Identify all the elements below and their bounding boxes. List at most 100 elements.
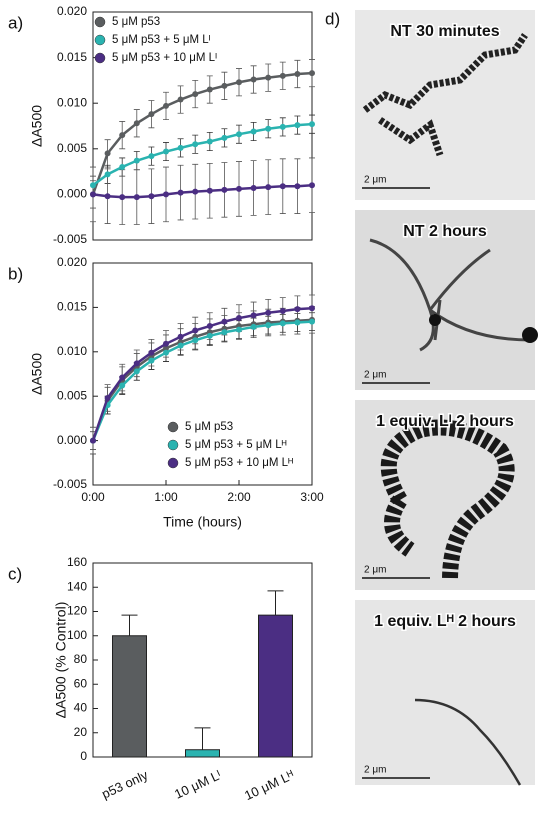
legend-label: 5 μM p53 [185,421,233,433]
data-point [236,79,242,86]
data-point [294,306,301,313]
scale-bar-label: 2 μm [364,565,386,576]
y-axis-label: ΔA500 [29,105,45,147]
data-point [309,121,315,128]
y-tick-label: 0.000 [57,187,87,201]
data-point [250,323,257,330]
image-title: 1 equiv. Lᴵ 2 hours [376,413,514,430]
data-point [104,193,111,200]
data-point [309,182,315,189]
scale-bar-label: 2 μm [364,765,386,776]
data-point [309,305,315,312]
data-point [279,72,286,79]
y-tick-label: 0 [80,749,87,763]
x-tick-label: 10 μM Lᴴ [242,767,297,803]
data-point [119,382,126,389]
data-point [133,368,140,375]
data-point [119,132,126,139]
plot-frame [92,11,313,241]
fiber [414,698,522,786]
tem-image [355,210,535,390]
data-point [221,82,228,89]
data-point [250,312,257,319]
error-bar [194,727,211,750]
data-point [90,191,96,198]
legend-label: 5 μM p53 + 10 μM Lᴵ [112,52,217,64]
data-point [294,122,301,129]
y-tick-label: -0.005 [53,477,87,491]
data-point [148,111,155,118]
y-tick-label: 0.000 [57,433,87,447]
data-point [104,171,111,178]
tem-image [355,10,535,200]
error-bar [267,590,284,616]
data-point [236,185,242,192]
data-point [250,76,257,83]
fiber [362,33,528,157]
panel-label: c) [8,564,22,583]
aggregate [380,419,515,581]
legend-label: 5 μM p53 + 5 μM Lᴵ [112,34,211,46]
data-point [133,194,140,201]
y-tick-label: 0.010 [57,344,87,358]
y-axis-label: ΔA500 [29,353,45,395]
data-point [148,349,155,356]
series-line [91,318,313,442]
y-tick-label: 100 [67,628,87,642]
y-tick-label: 0.005 [57,141,87,155]
data-point [221,186,228,193]
image-title: NT 30 minutes [390,23,499,40]
data-point [104,150,111,157]
legend-marker [94,52,106,64]
data-point [177,96,184,103]
y-tick-label: 0.010 [57,95,87,109]
data-point [192,141,199,148]
tem-image [355,600,535,785]
legend-marker [94,34,106,46]
y-tick-label: 0.020 [57,255,87,269]
series-line [91,71,313,195]
data-point [279,320,286,327]
data-point [250,185,257,192]
panel-label: a) [8,13,23,32]
panel-label: b) [8,264,23,283]
legend-marker [94,16,106,28]
data-point [90,437,96,444]
scale-bar-label: 2 μm [364,370,386,381]
data-point [192,337,199,344]
legend-marker [167,457,179,469]
x-tick-label: 2:00 [227,490,251,504]
y-tick-label: 0.020 [57,4,87,18]
data-point [279,307,286,314]
y-tick-label: 20 [74,725,88,739]
aggregate [429,314,441,326]
x-tick-label: 1:00 [154,490,178,504]
data-point [192,188,199,195]
data-point [177,342,184,349]
data-point [148,153,155,160]
series-line [91,307,313,442]
data-point [221,329,228,336]
data-point [163,340,169,347]
x-tick-label: 3:00 [300,490,324,504]
data-point [221,134,228,141]
y-tick-label: 60 [74,676,88,690]
data-point [104,394,111,401]
data-point [279,123,286,130]
legend-marker [167,439,179,451]
data-point [236,326,242,333]
data-point [236,131,242,138]
x-tick-label: 0:00 [81,490,105,504]
data-point [206,332,213,339]
data-point [133,120,140,127]
image-title: NT 2 hours [403,223,487,240]
tem-images [355,10,538,786]
x-tick-label: 10 μM Lᴵ [172,767,223,801]
image-title: 1 equiv. Lᴴ 2 hours [374,613,516,630]
y-tick-label: 140 [67,579,87,593]
data-point [206,86,213,93]
data-point [221,318,228,325]
data-point [236,315,242,322]
data-point [250,128,257,135]
